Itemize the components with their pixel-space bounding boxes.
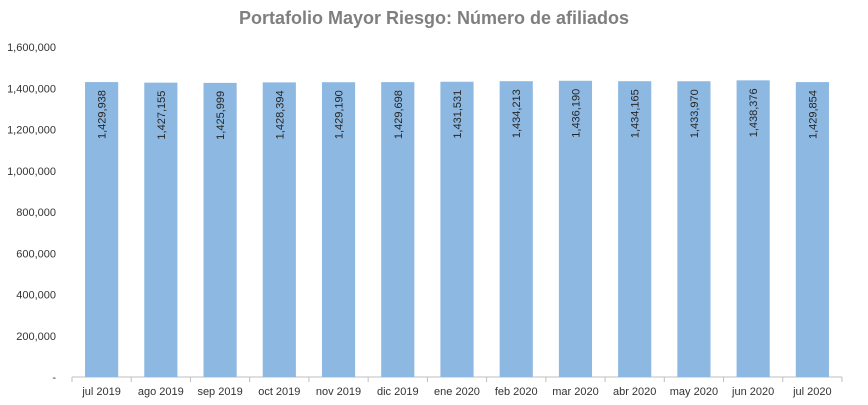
bar-data-label: 1,436,190: [570, 89, 582, 138]
y-tick-label: 1,600,000: [7, 42, 56, 54]
y-tick-label: 1,000,000: [7, 166, 56, 178]
bar-data-label: 1,429,938: [97, 90, 109, 139]
bar-data-label: 1,428,394: [274, 90, 286, 139]
x-tick-label: may 2020: [670, 386, 718, 398]
bar-data-label: 1,425,999: [215, 91, 227, 140]
bar: [499, 81, 533, 377]
x-tick-label: jul 2019: [81, 386, 121, 398]
x-tick-label: abr 2020: [613, 386, 656, 398]
x-tick-label: jul 2020: [792, 386, 832, 398]
bar-data-label: 1,427,155: [156, 91, 168, 140]
y-tick-label: 600,000: [16, 248, 56, 260]
y-tick-label: 400,000: [16, 290, 56, 302]
bar: [440, 81, 474, 377]
x-tick-label: nov 2019: [316, 386, 361, 398]
x-tick-label: ago 2019: [138, 386, 184, 398]
bar: [381, 82, 415, 377]
bar: [677, 81, 711, 378]
bar-data-label: 1,429,698: [393, 90, 405, 139]
bar: [618, 81, 652, 378]
bar: [262, 82, 296, 377]
bar-data-label: 1,434,165: [630, 89, 642, 138]
y-axis: - 200,000 400,000 600,000 800,000 1,000,000 1,…: [7, 42, 56, 384]
bar-data-label: 1,433,970: [689, 89, 701, 138]
bar-data-label: 1,438,376: [748, 88, 760, 137]
bar: [144, 82, 178, 377]
y-tick-label: 800,000: [16, 207, 56, 219]
bar: [795, 82, 829, 377]
bar: [85, 82, 119, 377]
y-tick-label: 1,400,000: [7, 83, 56, 95]
x-tick-label: feb 2020: [495, 386, 538, 398]
bar: [321, 82, 356, 378]
x-tick-label: sep 2019: [197, 386, 242, 398]
bar-data-label: 1,431,531: [452, 90, 464, 139]
x-axis: jul 2019 ago 2019 sep 2019 oct 2019 nov 2019…: [71, 377, 843, 398]
bar: [736, 80, 770, 377]
bar: [203, 82, 237, 378]
bar-data-label: 1,434,213: [511, 89, 523, 138]
x-tick-label: ene 2020: [434, 386, 480, 398]
bar: [558, 80, 593, 377]
bar-data-label: 1,429,854: [807, 90, 819, 139]
x-tick-label: mar 2020: [552, 386, 598, 398]
x-tick-label: oct 2019: [258, 386, 300, 398]
y-tick-label: 200,000: [16, 331, 56, 343]
y-tick-label: -: [52, 372, 56, 384]
x-tick-label: jun 2020: [731, 386, 774, 398]
chart-title: Portafolio Mayor Riesgo: Número de afili…: [238, 8, 630, 28]
x-tick-label: dic 2019: [377, 386, 419, 398]
y-tick-label: 1,200,000: [7, 125, 56, 137]
bar-data-label: 1,429,190: [334, 90, 346, 139]
bars: 1,429,938 1,427,155 1,425,999 1,428,394 1,42…: [85, 80, 829, 378]
